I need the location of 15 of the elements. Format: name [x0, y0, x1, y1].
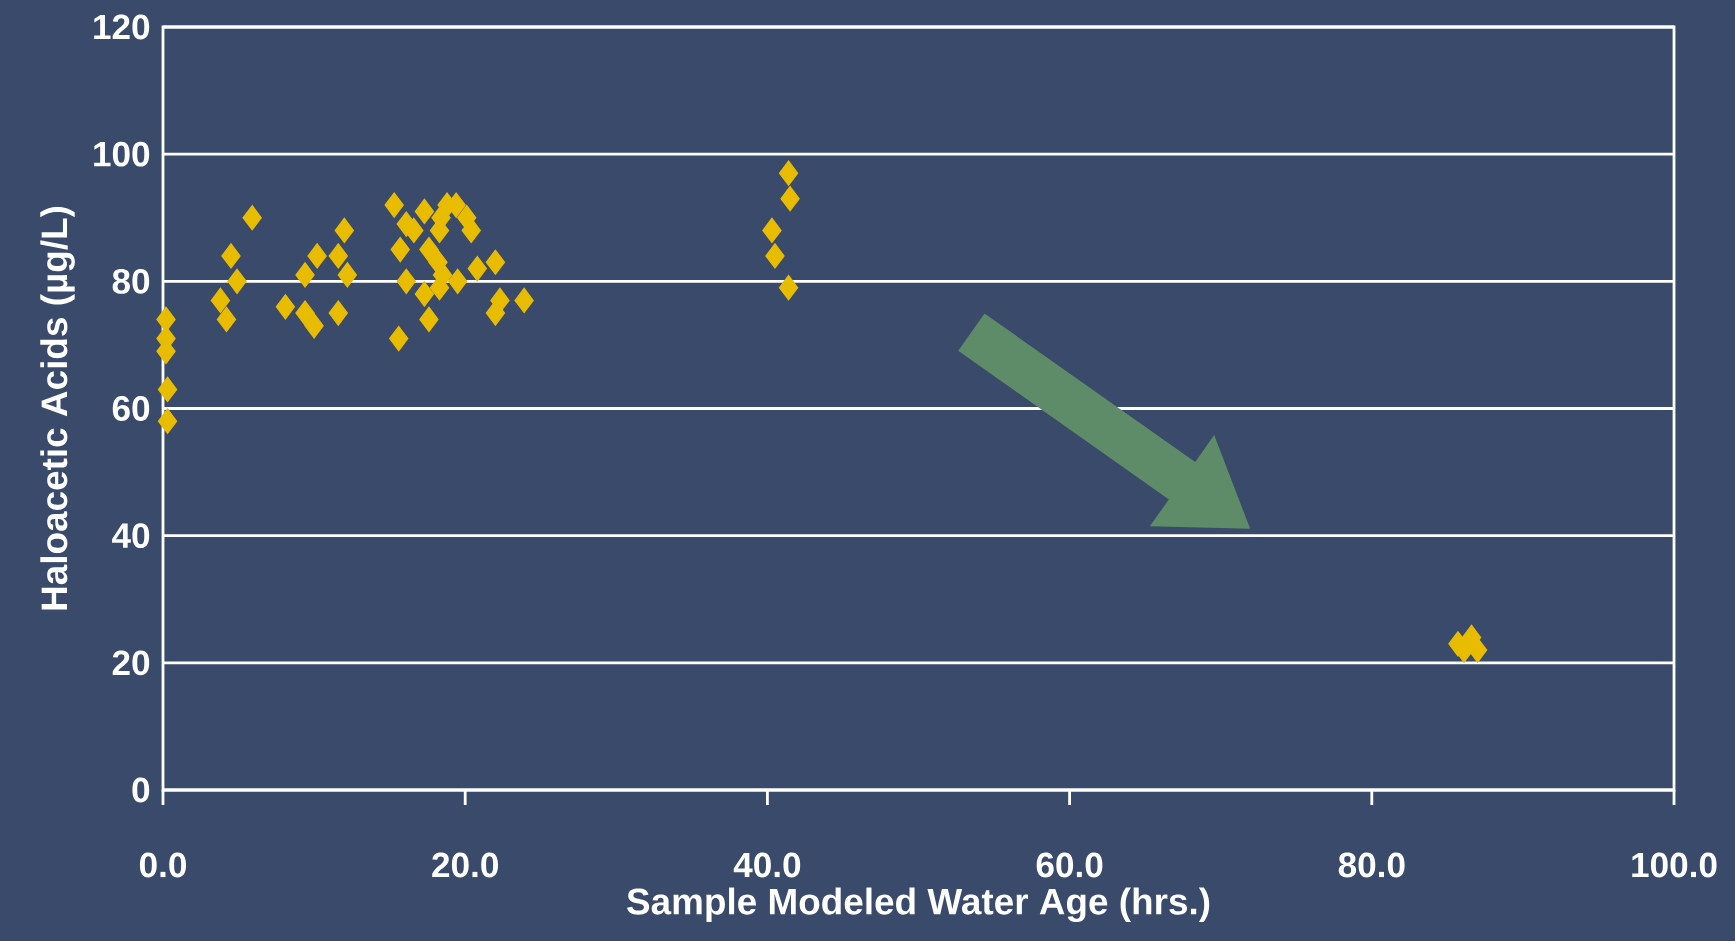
- x-tick-label: 0.0: [139, 852, 187, 878]
- y-tick-label: 40: [112, 523, 150, 549]
- x-tick-label: 20.0: [432, 852, 498, 878]
- y-tick-label: 120: [94, 14, 150, 40]
- x-tick-label: 80.0: [1338, 852, 1405, 878]
- y-tick-label: 60: [112, 396, 150, 421]
- y-tick-label: 100: [94, 141, 150, 167]
- x-tick-label: 100.0: [1632, 852, 1717, 878]
- x-axis-title: Sample Modeled Water Age (hrs.): [627, 887, 1210, 923]
- y-axis-title: Haloacetic Acids (µg/L): [40, 207, 75, 610]
- y-tick-label: 20: [112, 650, 150, 676]
- y-tick-label: 80: [112, 268, 150, 294]
- x-tick-label: 60.0: [1036, 852, 1103, 878]
- x-tick-label: 40.0: [733, 852, 801, 878]
- y-tick-label: 0: [132, 777, 150, 803]
